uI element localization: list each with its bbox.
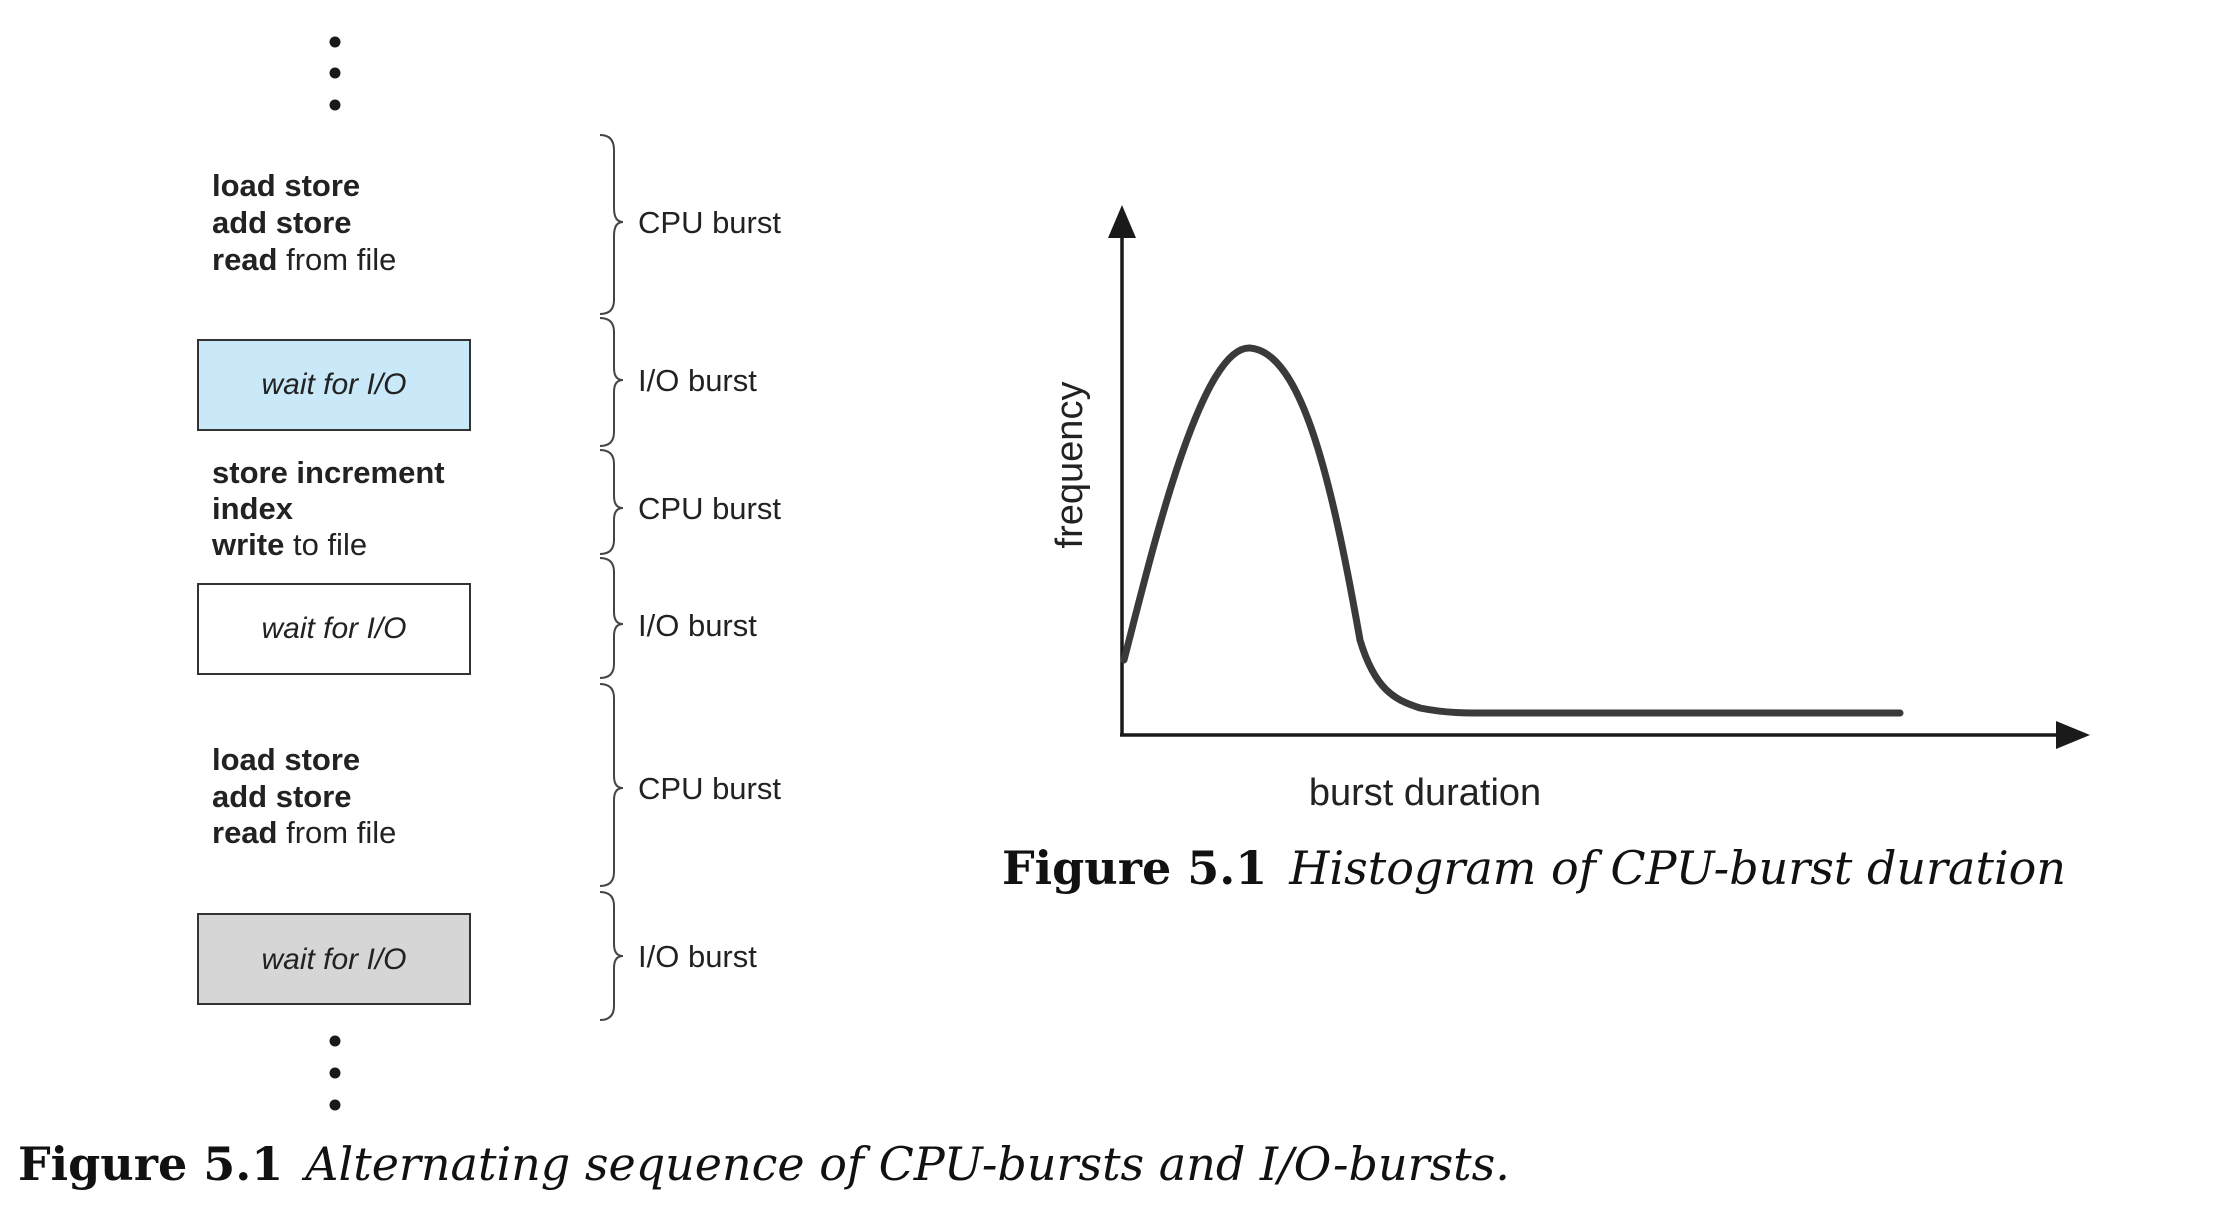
io-box — [197, 339, 471, 431]
io-box-label: wait for I/O — [261, 612, 406, 645]
burst-label-cpu-3: CPU burst — [638, 771, 781, 806]
frequency-curve — [1120, 344, 1904, 717]
instruction-line: read from file — [212, 815, 396, 850]
sequence-caption: Figure 5.1 Alternating sequence of CPU-bu… — [18, 1137, 1510, 1191]
instruction-line: load store — [212, 742, 360, 777]
cpu-block-1: load store add store read from file — [212, 168, 396, 277]
io-block-1: wait for I/O — [197, 339, 471, 431]
x-axis-label: burst duration — [1309, 772, 1541, 814]
cpu-block-3: load store add store read from file — [212, 742, 396, 850]
burst-label-cpu-2: CPU burst — [638, 491, 781, 526]
burst-label-io-2: I/O burst — [638, 608, 757, 643]
x-axis-arrowhead — [2056, 721, 2090, 749]
instruction-line: add store — [212, 779, 352, 814]
brace-io-2 — [599, 557, 624, 679]
brace-cpu-2 — [599, 449, 624, 555]
instruction-line: load store — [212, 168, 360, 203]
brace-io-3 — [599, 891, 624, 1021]
io-box — [197, 583, 471, 675]
io-block-2: wait for I/O — [197, 583, 471, 675]
io-box-label: wait for I/O — [261, 943, 406, 976]
brace-group — [599, 134, 624, 1021]
instruction-line: store increment — [212, 455, 445, 490]
top-ellipsis — [329, 36, 341, 111]
brace-io-1 — [599, 317, 624, 447]
brace-cpu-1 — [599, 134, 624, 315]
instruction-line: index — [212, 491, 294, 526]
histogram-diagram: burst duration frequency Figure 5.1 Histo… — [1002, 205, 2090, 895]
io-box-label: wait for I/O — [261, 368, 406, 401]
sequence-diagram: load store add store read from file wait… — [18, 36, 1510, 1191]
burst-label-cpu-1: CPU burst — [638, 205, 781, 240]
y-axis-label: frequency — [1049, 382, 1091, 549]
y-axis-arrowhead — [1108, 205, 1136, 238]
burst-label-io-3: I/O burst — [638, 939, 757, 974]
instruction-line: write to file — [211, 527, 367, 562]
burst-label-io-1: I/O burst — [638, 363, 757, 398]
instruction-line: read from file — [212, 242, 396, 277]
io-box — [197, 913, 471, 1005]
bottom-ellipsis — [329, 1035, 341, 1111]
histogram-caption: Figure 5.1 Histogram of CPU-burst duratio… — [1002, 841, 2066, 895]
io-block-3: wait for I/O — [197, 913, 471, 1005]
brace-cpu-3 — [599, 683, 624, 887]
cpu-block-2: store increment index write to file — [211, 455, 445, 562]
instruction-line: add store — [212, 205, 352, 240]
